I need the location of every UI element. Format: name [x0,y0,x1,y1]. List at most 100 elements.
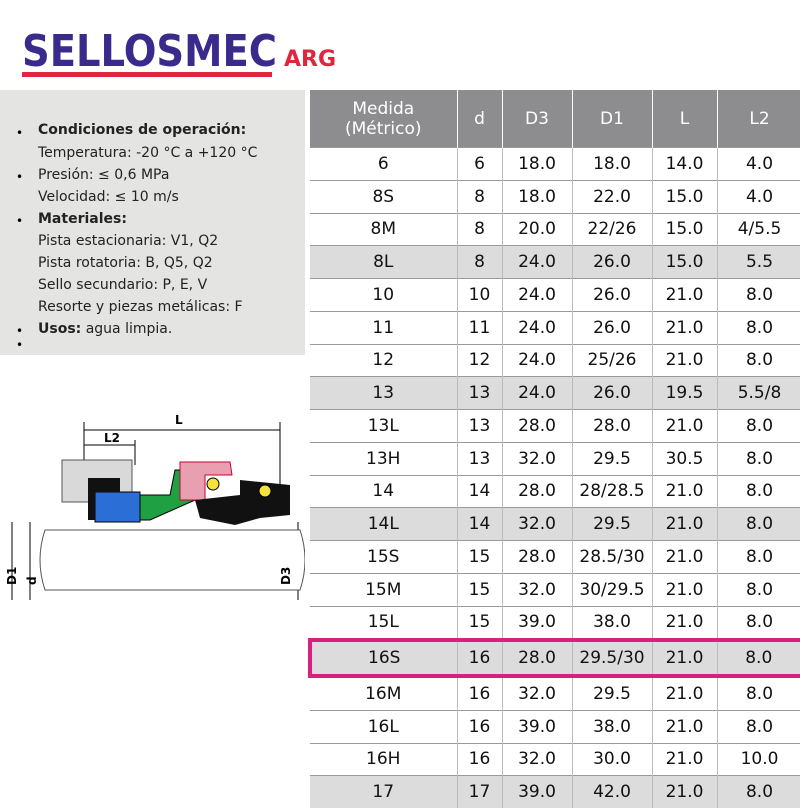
table-row: 14 14 28.0 28/28.5 21.0 8.0 [310,474,800,508]
table-cell: 10 [310,278,458,312]
table-cell: 15.0 [652,212,718,246]
spec-line: Usos: agua limpia. [38,321,172,337]
table-cell: 21.0 [652,605,718,641]
spec-title: Materiales: [38,211,127,227]
table-cell: 28/28.5 [572,474,653,508]
table-cell: 21.0 [652,742,718,776]
table-cell: 13 [457,441,503,475]
bullet: • [16,214,24,228]
table-cell: 28.0 [502,638,573,678]
table-cell: 32.0 [502,742,573,776]
table-cell: 11 [457,310,503,344]
table-cell: 14 [457,507,503,541]
table-cell: 28.0 [572,409,653,443]
spec-text: agua limpia. [85,321,173,337]
column-header: d [457,90,503,148]
column-header: D1 [572,90,653,148]
table-cell: 4/5.5 [717,212,800,246]
table-row: 8M 8 20.0 22/26 15.0 4/5.5 [310,212,800,246]
table-cell: 12 [457,343,503,377]
column-header: L2 [717,90,800,148]
table-cell: 17 [310,775,458,808]
table-row: 10 10 24.0 26.0 21.0 8.0 [310,278,800,312]
table-cell: 26.0 [572,310,653,344]
dim-label: L2 [104,431,120,445]
table-row: 15L 15 39.0 38.0 21.0 8.0 [310,605,800,641]
table-cell: 24.0 [502,376,573,410]
table-cell: 16M [310,675,458,711]
table-cell: 15 [457,572,503,606]
table-cell: 26.0 [572,245,653,279]
table-cell: 16 [457,675,503,711]
spec-title: Usos: [38,321,82,337]
table-cell: 19.5 [652,376,718,410]
table-cell: 21.0 [652,474,718,508]
table-cell: 18.0 [572,147,653,181]
table-row: 6 6 18.0 18.0 14.0 4.0 [310,147,800,181]
table-cell: 13H [310,441,458,475]
table-cell: 29.5 [572,507,653,541]
table-cell: 8.0 [717,507,800,541]
spec-line: Sello secundario: P, E, V [38,277,208,293]
table-cell: 39.0 [502,709,573,743]
table-cell: 32.0 [502,441,573,475]
table-cell: 13 [457,376,503,410]
table-cell: 5.5 [717,245,800,279]
table-cell: 32.0 [502,507,573,541]
table-cell: 15 [457,605,503,641]
table-cell: 18.0 [502,179,573,213]
table-cell: 38.0 [572,709,653,743]
table-row: 16M 16 32.0 29.5 21.0 8.0 [310,675,800,711]
logo-text: SELLOSMEC [22,26,277,77]
table-cell: 8.0 [717,709,800,743]
table-cell: 20.0 [502,212,573,246]
table-cell: 29.5 [572,675,653,711]
table-cell: 24.0 [502,343,573,377]
table-row: 16L 16 39.0 38.0 21.0 8.0 [310,709,800,743]
table-cell: 21.0 [652,343,718,377]
table-cell: 8.0 [717,343,800,377]
table-cell: 11 [310,310,458,344]
bullet: • [16,338,24,352]
table-cell: 13L [310,409,458,443]
table-cell: 24.0 [502,278,573,312]
table-cell: 21.0 [652,310,718,344]
table-cell: 29.5/30 [572,638,653,678]
table-cell: 4.0 [717,147,800,181]
table-cell: 22.0 [572,179,653,213]
table-cell: 8.0 [717,278,800,312]
table-cell: 15 [457,540,503,574]
table-cell: 14L [310,507,458,541]
dim-label: L [175,413,183,427]
table-cell: 21.0 [652,507,718,541]
table-cell: 8L [310,245,458,279]
column-header: D3 [502,90,573,148]
table-cell: 32.0 [502,572,573,606]
table-cell: 8 [457,212,503,246]
table-row: 12 12 24.0 25/26 21.0 8.0 [310,343,800,377]
table-row: 13H 13 32.0 29.5 30.5 8.0 [310,441,800,475]
table-row: 13 13 24.0 26.0 19.5 5.5/8 [310,376,800,410]
table-cell: 8.0 [717,310,800,344]
table-cell: 14 [310,474,458,508]
table-cell: 16 [457,638,503,678]
bullet: • [16,126,24,140]
table-cell: 6 [310,147,458,181]
table-row: 15S 15 28.0 28.5/30 21.0 8.0 [310,540,800,574]
spec-line: Resorte y piezas metálicas: F [38,299,243,315]
table-cell: 21.0 [652,675,718,711]
logo-suffix: ARG [284,47,336,72]
table-cell: 26.0 [572,376,653,410]
column-header: L [652,90,718,148]
table-cell: 21.0 [652,709,718,743]
table-cell: 13 [457,409,503,443]
bullet: • [16,324,24,338]
seal-diagram: L L2 D1 d D3 [5,413,305,600]
table-cell: 8.0 [717,540,800,574]
logo-bar [22,72,272,77]
table-cell: 15L [310,605,458,641]
table-cell: 21.0 [652,638,718,678]
table-cell: 15.0 [652,245,718,279]
table-cell: 8.0 [717,675,800,711]
